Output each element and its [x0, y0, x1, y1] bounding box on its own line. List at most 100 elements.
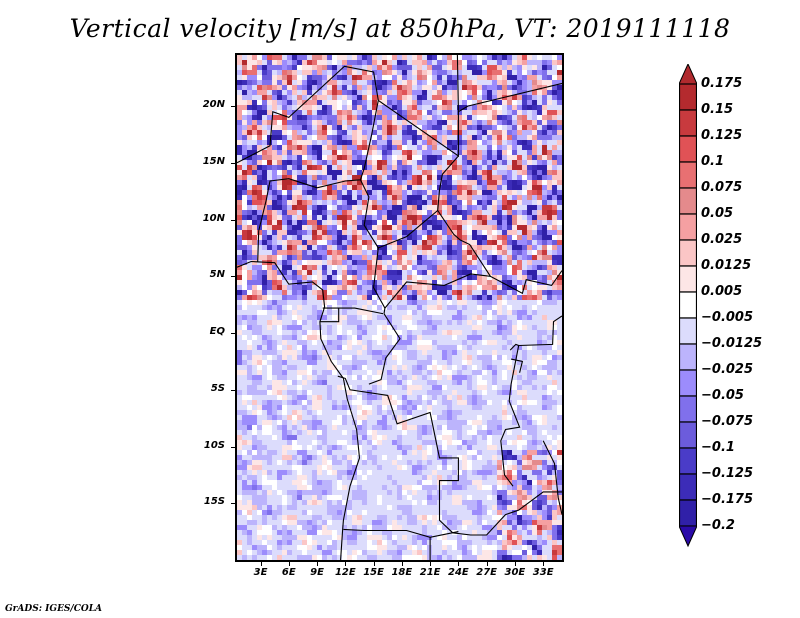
field-cell [327, 245, 332, 250]
field-cell [482, 130, 487, 135]
field-cell [287, 150, 292, 155]
field-cell [277, 365, 282, 370]
field-cell [437, 150, 442, 155]
field-cell [452, 225, 457, 230]
field-cell [512, 210, 517, 215]
field-cell [352, 325, 357, 330]
field-cell [452, 140, 457, 145]
field-cell [262, 80, 267, 85]
field-cell [357, 175, 362, 180]
field-cell [247, 210, 252, 215]
field-cell [367, 130, 372, 135]
field-cell [527, 105, 532, 110]
field-cell [552, 155, 557, 160]
field-cell [237, 85, 242, 90]
field-cell [337, 190, 342, 195]
field-cell [312, 190, 317, 195]
field-cell [322, 135, 327, 140]
field-cell [382, 345, 387, 350]
field-cell [492, 95, 497, 100]
field-cell [437, 330, 442, 335]
field-cell [437, 345, 442, 350]
field-cell [442, 160, 447, 165]
field-cell [432, 245, 437, 250]
field-cell [537, 265, 542, 270]
field-cell [282, 210, 287, 215]
field-cell [457, 90, 462, 95]
field-cell [252, 235, 257, 240]
field-cell [362, 205, 367, 210]
field-cell [367, 230, 372, 235]
field-cell [342, 230, 347, 235]
field-cell [242, 425, 247, 430]
field-cell [247, 140, 252, 145]
field-cell [402, 135, 407, 140]
field-cell [507, 330, 512, 335]
field-cell [322, 335, 327, 340]
field-cell [472, 185, 477, 190]
field-cell [332, 130, 337, 135]
field-cell [347, 395, 352, 400]
field-cell [307, 220, 312, 225]
field-cell [382, 355, 387, 360]
field-cell [462, 140, 467, 145]
field-cell [372, 305, 377, 310]
field-cell [527, 225, 532, 230]
field-cell [437, 230, 442, 235]
field-cell [452, 335, 457, 340]
field-cell [322, 100, 327, 105]
field-cell [332, 335, 337, 340]
field-cell [542, 80, 547, 85]
field-cell [322, 115, 327, 120]
field-cell [367, 345, 372, 350]
field-cell [332, 120, 337, 125]
field-cell [267, 310, 272, 315]
field-cell [552, 275, 557, 280]
field-cell [372, 65, 377, 70]
field-cell [412, 170, 417, 175]
field-cell [507, 230, 512, 235]
field-cell [297, 170, 302, 175]
field-cell [457, 205, 462, 210]
field-cell [417, 320, 422, 325]
field-cell [457, 135, 462, 140]
field-cell [362, 435, 367, 440]
field-cell [247, 165, 252, 170]
field-cell [437, 115, 442, 120]
field-cell [552, 370, 557, 375]
field-cell [467, 175, 472, 180]
field-cell [302, 95, 307, 100]
field-cell [552, 310, 557, 315]
field-cell [492, 250, 497, 255]
field-cell [387, 90, 392, 95]
field-cell [502, 245, 507, 250]
field-cell [347, 265, 352, 270]
field-cell [357, 425, 362, 430]
field-cell [442, 260, 447, 265]
field-cell [472, 180, 477, 185]
field-cell [437, 120, 442, 125]
field-cell [327, 250, 332, 255]
field-cell [277, 205, 282, 210]
field-cell [267, 250, 272, 255]
field-cell [387, 270, 392, 275]
field-cell [237, 275, 242, 280]
field-cell [247, 340, 252, 345]
field-cell [432, 205, 437, 210]
field-cell [252, 260, 257, 265]
field-cell [422, 140, 427, 145]
field-cell [522, 370, 527, 375]
field-cell [532, 305, 537, 310]
field-cell [372, 95, 377, 100]
vertical-velocity-field [237, 55, 562, 560]
field-cell [472, 85, 477, 90]
field-cell [452, 260, 457, 265]
field-cell [532, 90, 537, 95]
field-cell [282, 125, 287, 130]
field-cell [292, 425, 297, 430]
field-cell [552, 130, 557, 135]
field-cell [312, 320, 317, 325]
field-cell [417, 145, 422, 150]
field-cell [357, 260, 362, 265]
field-cell [457, 195, 462, 200]
